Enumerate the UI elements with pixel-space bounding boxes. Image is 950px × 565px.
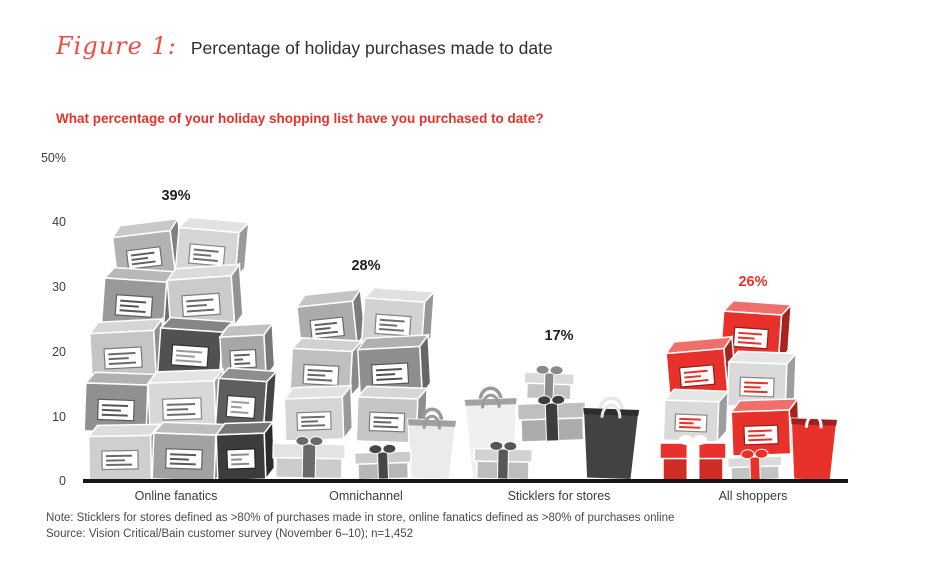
shipping-box-illustration: [726, 350, 798, 411]
category-label-online-fanatics: Online fanatics: [134, 489, 218, 503]
y-axis-tick-50: 50%: [40, 151, 66, 165]
source-text: Source: Vision Critical/Bain customer su…: [46, 528, 414, 540]
shipping-box-illustration: [146, 367, 226, 434]
y-axis-tick-0: 0: [59, 474, 66, 488]
bar-stack-all-shoppers: [658, 299, 848, 482]
figure-number-label: Figure 1:: [56, 32, 177, 60]
y-axis-tick-30: 30: [52, 280, 66, 294]
shipping-box-illustration: [165, 262, 244, 331]
gift-box-illustration: [726, 448, 783, 482]
shipping-box-illustration: [100, 266, 178, 333]
stack-illustration: [659, 299, 838, 482]
shipping-box-illustration: [719, 299, 793, 364]
stack-illustration: [272, 286, 457, 481]
shipping-box-illustration: [289, 337, 364, 400]
shopping-bag-illustration: [407, 407, 457, 481]
bar-stack-sticklers: [463, 364, 654, 481]
shipping-box-illustration: [662, 388, 730, 445]
value-label-online-fanatics: 39%: [161, 188, 191, 204]
shipping-box-illustration: [87, 422, 161, 482]
stack-illustration: [463, 364, 641, 481]
category-label-sticklers: Sticklers for stores: [507, 489, 611, 503]
gift-box-illustration: [473, 440, 534, 481]
survey-question: What percentage of your holiday shopping…: [56, 111, 544, 126]
gift-box-illustration: [353, 443, 412, 481]
value-label-omnichannel: 28%: [351, 258, 381, 274]
shipping-box-illustration: [356, 332, 432, 399]
value-label-sticklers: 17%: [544, 328, 574, 344]
gift-box-illustration: [659, 435, 727, 481]
category-label-all-shoppers: All shoppers: [718, 489, 788, 503]
value-label-all-shoppers: 26%: [738, 274, 768, 290]
figure-title: Percentage of holiday purchases made to …: [190, 38, 553, 58]
x-axis-line: [83, 479, 848, 483]
gift-box-illustration: [516, 394, 587, 443]
shipping-box-illustration: [729, 396, 801, 457]
shopping-bag-illustration: [790, 406, 838, 482]
y-axis-tick-10: 10: [52, 410, 66, 424]
bar-stack-omnichannel: [271, 286, 461, 481]
gift-box-illustration: [272, 435, 347, 480]
stack-illustration: [83, 216, 279, 484]
note-text: Note: Sticklers for stores defined as >8…: [46, 512, 675, 524]
shipping-box-illustration: [151, 421, 227, 484]
gift-box-illustration: [523, 364, 576, 401]
shipping-box-illustration: [282, 383, 354, 442]
shipping-box-illustration: [214, 419, 276, 482]
shopping-bag-illustration: [582, 396, 641, 481]
bar-stack-online-fanatics: [81, 216, 279, 484]
y-axis-tick-40: 40: [52, 215, 66, 229]
y-axis-tick-20: 20: [52, 345, 66, 359]
category-label-omnichannel: Omnichannel: [329, 489, 403, 503]
figure-header: Figure 1: Percentage of holiday purchase…: [56, 32, 553, 60]
